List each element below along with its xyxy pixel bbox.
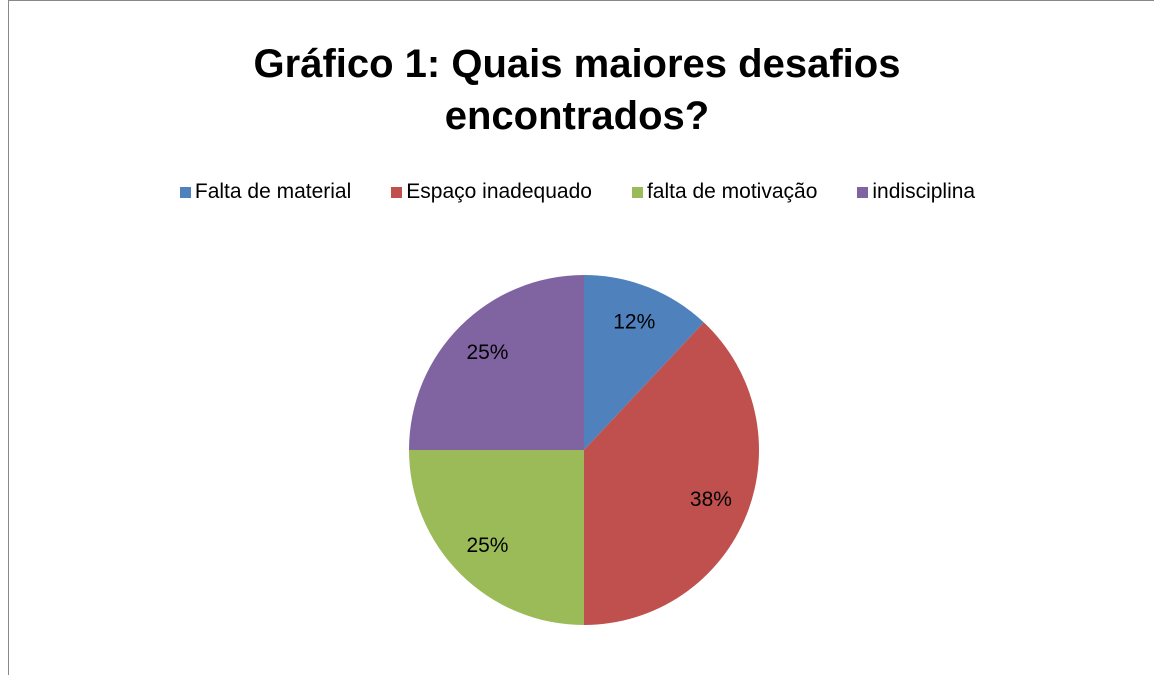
data-label: 38% <box>690 488 732 511</box>
pie-slice <box>584 275 704 450</box>
data-label: 12% <box>613 311 655 334</box>
data-label: 25% <box>466 341 508 364</box>
data-label: 25% <box>466 534 508 557</box>
legend-item: indisciplina <box>857 180 975 204</box>
legend-label: Falta de material <box>194 180 352 203</box>
legend: Falta de material Espaço inadequado falta … <box>0 180 1155 204</box>
legend-swatch <box>857 186 869 198</box>
pie-slice <box>409 450 584 625</box>
legend-swatch <box>179 186 191 198</box>
chart-frame <box>8 0 1154 675</box>
legend-item: Falta de material <box>179 180 352 204</box>
legend-swatch <box>391 186 403 198</box>
legend-label: indisciplina <box>872 180 976 203</box>
legend-swatch <box>631 186 643 198</box>
pie-slice <box>409 275 584 450</box>
legend-label: Espaço inadequado <box>406 180 592 203</box>
pie-slice <box>584 322 759 625</box>
legend-label: falta de motivação <box>646 180 818 203</box>
legend-item: Espaço inadequado <box>391 180 592 204</box>
legend-item: falta de motivação <box>631 180 818 204</box>
chart-title: Gráfico 1: Quais maiores desafios encont… <box>253 42 901 138</box>
